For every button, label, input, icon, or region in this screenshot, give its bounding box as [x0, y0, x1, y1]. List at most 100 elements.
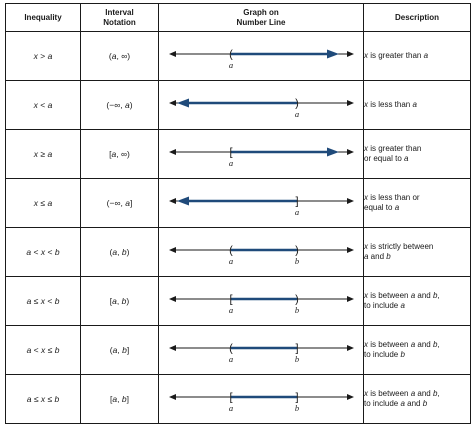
inequality-table: Inequality Interval Notation Graph on Nu… [5, 3, 471, 424]
graph-cell: (a] b [158, 325, 364, 375]
interval-text: (−∞, a] [106, 198, 133, 208]
table-row: a ≤ x < b [a, b) [a) b x is between a and b,… [5, 276, 471, 326]
left-endpoint-label: a [229, 354, 233, 364]
right-endpoint-label: b [295, 256, 299, 266]
interval-cell: [a, ∞) [80, 129, 159, 179]
graph-cell: (a) b [158, 227, 364, 277]
graph-cell: ) a [158, 80, 364, 130]
inequality-cell: x ≤ a [5, 178, 81, 228]
graph-cell: [a) b [158, 276, 364, 326]
description-cell: x is between a and b, to include a [363, 276, 471, 326]
right-endpoint-bracket: ) [295, 294, 299, 306]
left-endpoint-bracket: ( [229, 49, 233, 61]
table-row: x < a (−∞, a)) a x is less than a [5, 80, 471, 130]
axis-left-arrow [169, 345, 176, 351]
description-line: to include a [364, 301, 405, 310]
number-line-graph: [a)b [169, 294, 354, 315]
axis-right-arrow [347, 100, 354, 106]
axis-right-arrow [347, 296, 354, 302]
interval-cell: (−∞, a) [80, 80, 159, 130]
right-endpoint-bracket: ] [295, 343, 298, 355]
left-endpoint-label: a [229, 60, 233, 70]
axis-right-arrow [347, 247, 354, 253]
right-endpoint-bracket: ) [295, 98, 299, 110]
description-line: x is less than a [364, 100, 417, 109]
left-endpoint-bracket: [ [229, 147, 232, 159]
interval-cell: (a, b) [80, 227, 159, 277]
inequality-cell: a < x ≤ b [5, 325, 81, 375]
description-cell: x is greater than or equal to a [363, 129, 471, 179]
inequality-text: x ≥ a [33, 149, 53, 159]
description-cell: x is less than a [363, 80, 471, 130]
description-line: equal to a [364, 203, 400, 212]
axis-left-arrow [169, 198, 176, 204]
axis-left-arrow [169, 296, 176, 302]
axis-right-arrow [347, 149, 354, 155]
table-row: a < x ≤ b (a, b] (a] b x is between a and b,… [5, 325, 471, 375]
left-endpoint-label: a [229, 403, 233, 413]
interval-arrow-left [177, 98, 189, 108]
table-row: a ≤ x ≤ b [a, b] [a] b x is between a and b,… [5, 374, 471, 424]
number-line-graph: )a [169, 98, 354, 119]
interval-cell: [a, b) [80, 276, 159, 326]
number-line-graph: [a]b [169, 392, 354, 413]
inequality-cell: a ≤ x < b [5, 276, 81, 326]
axis-left-arrow [169, 394, 176, 400]
interval-cell: (−∞, a] [80, 178, 159, 228]
right-endpoint-label: a [295, 207, 299, 217]
description-line: x is strictly between [364, 242, 434, 251]
graph-cell: (a [158, 31, 364, 81]
table-row: a < x < b (a, b) (a) b x is strictly between… [5, 227, 471, 277]
graph-cell: ] a [158, 178, 364, 228]
interval-cell: (a, b] [80, 325, 159, 375]
description-line: x is greater than [364, 144, 422, 153]
axis-left-arrow [169, 100, 176, 106]
header-interval: Interval Notation [80, 3, 159, 32]
graph-cell: [a] b [158, 374, 364, 424]
description-cell: x is greater than a [363, 31, 471, 81]
inequality-cell: a ≤ x ≤ b [5, 374, 81, 424]
left-endpoint-bracket: [ [229, 392, 232, 404]
left-endpoint-label: a [229, 158, 233, 168]
number-line-graph: (a]b [169, 343, 354, 364]
right-endpoint-label: b [295, 305, 299, 315]
description-line: a and b [364, 252, 391, 261]
inequality-text: a < x < b [26, 247, 60, 257]
right-endpoint-label: b [295, 354, 299, 364]
description-cell: x is between a and b, to include b [363, 325, 471, 375]
interval-text: [a, b] [110, 394, 129, 404]
table-row: x > a (a, ∞) (a x is greater than a [5, 31, 471, 81]
inequality-cell: x < a [5, 80, 81, 130]
right-endpoint-label: a [295, 109, 299, 119]
inequality-text: x > a [33, 51, 53, 61]
interval-arrow-right [327, 49, 339, 59]
interval-text: (a, ∞) [108, 51, 131, 61]
description-cell: x is strictly between a and b [363, 227, 471, 277]
axis-right-arrow [347, 51, 354, 57]
header-graph: Graph on Number Line [158, 3, 364, 32]
axis-left-arrow [169, 51, 176, 57]
right-endpoint-bracket: ] [295, 196, 298, 208]
interval-text: (a, b] [109, 345, 130, 355]
number-line-graph: (a)b [169, 245, 354, 266]
right-endpoint-bracket: ) [295, 245, 299, 257]
number-line-graph: ]a [169, 196, 354, 217]
left-endpoint-bracket: ( [229, 245, 233, 257]
number-line-graph: [a [169, 147, 354, 168]
right-endpoint-label: b [295, 403, 299, 413]
left-endpoint-label: a [229, 305, 233, 315]
header-description: Description [363, 3, 471, 32]
graph-cell: [a [158, 129, 364, 179]
axis-right-arrow [347, 394, 354, 400]
description-line: x is less than or [364, 193, 420, 202]
description-line: x is between a and b, [364, 340, 440, 349]
description-line: or equal to a [364, 154, 409, 163]
inequality-cell: a < x < b [5, 227, 81, 277]
inequality-cell: x > a [5, 31, 81, 81]
axis-left-arrow [169, 149, 176, 155]
description-line: to include a and b [364, 399, 428, 408]
description-line: x is between a and b, [364, 389, 440, 398]
axis-left-arrow [169, 247, 176, 253]
interval-text: (a, b) [109, 247, 130, 257]
number-line-graph: (a [169, 49, 354, 70]
